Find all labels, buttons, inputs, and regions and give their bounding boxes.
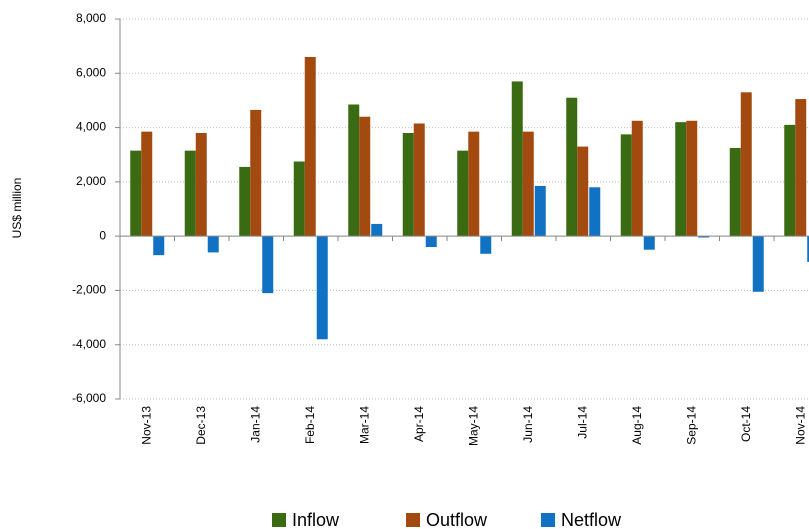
bar bbox=[348, 104, 360, 237]
y-tick-label: -4,000 bbox=[72, 337, 106, 351]
bar bbox=[425, 236, 437, 247]
bar bbox=[566, 97, 578, 237]
bar bbox=[729, 147, 741, 237]
bar bbox=[468, 131, 480, 237]
bar bbox=[184, 150, 196, 237]
y-axis-title: US$ million bbox=[10, 178, 24, 239]
bar bbox=[262, 236, 274, 294]
y-tick-label: -6,000 bbox=[72, 391, 106, 405]
bar bbox=[643, 236, 655, 250]
x-tick-label: May-14 bbox=[466, 406, 480, 446]
bar bbox=[304, 57, 316, 237]
x-tick-label: Jan-14 bbox=[248, 406, 262, 443]
bar bbox=[239, 166, 251, 237]
x-tick-label: Oct-14 bbox=[739, 406, 753, 442]
x-tick-label: Jul-14 bbox=[575, 406, 589, 439]
bar bbox=[316, 236, 328, 340]
bar bbox=[589, 187, 601, 237]
bar bbox=[371, 223, 383, 237]
y-tick-label: 0 bbox=[99, 228, 106, 242]
bar bbox=[195, 133, 207, 237]
bar bbox=[250, 109, 262, 237]
bar bbox=[784, 124, 796, 237]
y-tick-label: 8,000 bbox=[76, 11, 106, 25]
x-tick-label: Nov-13 bbox=[139, 406, 153, 445]
bar bbox=[740, 92, 752, 237]
x-tick-label: Feb-14 bbox=[303, 406, 317, 444]
x-tick-label: Jun-14 bbox=[521, 406, 535, 443]
bar bbox=[359, 116, 371, 237]
x-tick-label: Aug-14 bbox=[630, 406, 644, 445]
bar bbox=[620, 134, 632, 237]
legend-swatch bbox=[272, 513, 286, 527]
bar bbox=[631, 120, 643, 237]
bar bbox=[207, 236, 219, 253]
x-tick-label: Apr-14 bbox=[412, 406, 426, 442]
bar bbox=[130, 150, 142, 237]
x-tick-label: Mar-14 bbox=[357, 406, 371, 444]
bar bbox=[402, 133, 414, 237]
y-tick-label: 2,000 bbox=[76, 174, 106, 188]
bar bbox=[457, 150, 469, 237]
bar bbox=[534, 185, 546, 237]
bar bbox=[807, 236, 809, 262]
bar bbox=[153, 236, 165, 256]
x-tick-label: Sep-14 bbox=[684, 406, 698, 445]
bar bbox=[413, 123, 425, 237]
bar bbox=[675, 122, 687, 237]
bar bbox=[293, 161, 305, 237]
bar bbox=[577, 146, 589, 237]
y-tick-label: 6,000 bbox=[76, 65, 106, 79]
x-tick-label: Dec-13 bbox=[194, 406, 208, 445]
bar bbox=[686, 120, 698, 237]
legend-label: Outflow bbox=[426, 510, 488, 529]
y-tick-label: 4,000 bbox=[76, 120, 106, 134]
bar bbox=[752, 236, 764, 292]
x-tick-label: Nov-14 bbox=[793, 406, 807, 445]
bar bbox=[511, 81, 523, 237]
bar bbox=[480, 236, 492, 254]
bar bbox=[698, 236, 710, 238]
bar bbox=[795, 99, 807, 237]
legend-label: Netflow bbox=[561, 510, 622, 529]
legend-swatch bbox=[541, 513, 555, 527]
legend-label: Inflow bbox=[292, 510, 340, 529]
legend-swatch bbox=[406, 513, 420, 527]
y-tick-label: -2,000 bbox=[72, 283, 106, 297]
bar bbox=[522, 131, 534, 237]
bar bbox=[141, 131, 153, 237]
